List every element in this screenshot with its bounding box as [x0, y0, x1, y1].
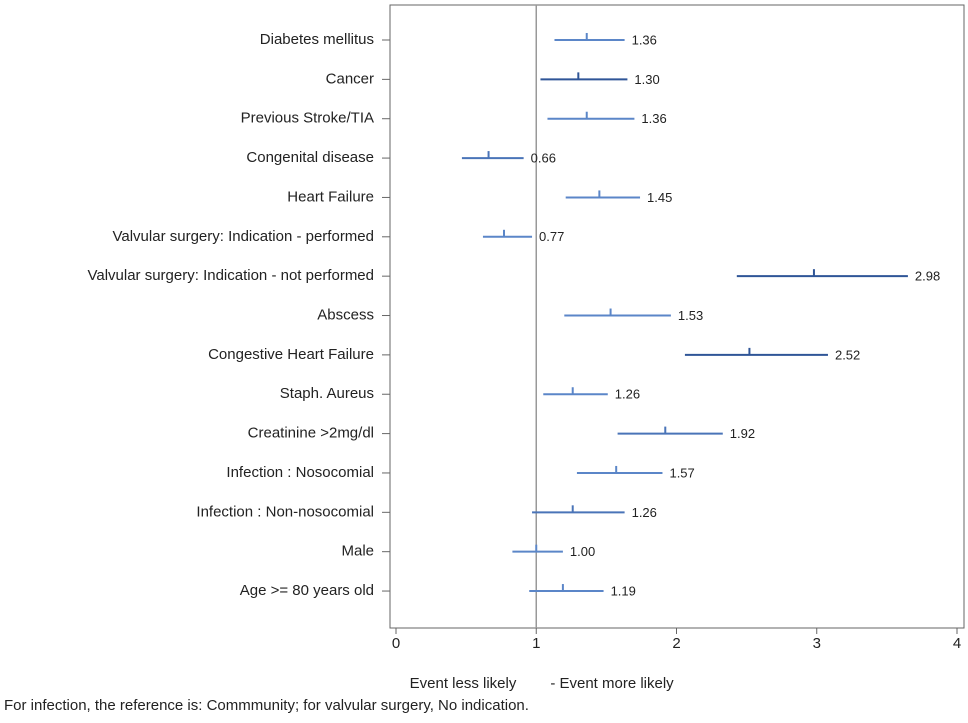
y-tick-label: Congestive Heart Failure: [208, 346, 374, 363]
value-label: 1.19: [611, 583, 636, 598]
value-label: 0.66: [531, 151, 556, 166]
y-tick-label: Infection : Non-nosocomial: [196, 503, 374, 520]
value-label: 1.36: [632, 32, 657, 47]
x-tick-label: 4: [953, 635, 961, 652]
x-label-left: Event less likely: [410, 675, 517, 692]
y-tick-label: Congenital disease: [246, 149, 374, 166]
y-tick-label: Age >= 80 years old: [240, 582, 374, 599]
value-label: 1.53: [678, 308, 703, 323]
value-label: 1.45: [647, 190, 672, 205]
value-label: 2.52: [835, 347, 860, 362]
y-tick-label: Valvular surgery: Indication - not perfo…: [87, 267, 374, 284]
y-tick-label: Diabetes mellitus: [260, 31, 374, 48]
y-tick-label: Valvular surgery: Indication - performed: [112, 228, 374, 245]
value-label: 1.36: [641, 111, 666, 126]
x-label-right: - Event more likely: [550, 675, 674, 692]
y-tick-label: Previous Stroke/TIA: [241, 110, 374, 127]
value-label: 2.98: [915, 269, 940, 284]
y-tick-label: Male: [341, 543, 374, 560]
x-tick-label: 1: [532, 635, 540, 652]
y-tick-label: Infection : Nosocomial: [226, 464, 374, 481]
y-tick-label: Heart Failure: [287, 188, 374, 205]
value-label: 1.57: [669, 465, 694, 480]
value-label: 1.92: [730, 426, 755, 441]
value-label: 1.26: [615, 387, 640, 402]
y-tick-label: Staph. Aureus: [280, 385, 374, 402]
value-label: 0.77: [539, 229, 564, 244]
y-tick-label: Abscess: [317, 306, 374, 323]
value-label: 1.30: [634, 72, 659, 87]
footnote: For infection, the reference is: Commmun…: [4, 697, 529, 714]
x-tick-label: 0: [392, 635, 400, 652]
value-label: 1.00: [570, 544, 595, 559]
x-tick-label: 2: [672, 635, 680, 652]
x-tick-label: 3: [813, 635, 821, 652]
y-tick-label: Creatinine >2mg/dl: [248, 425, 374, 442]
value-label: 1.26: [632, 505, 657, 520]
y-tick-label: Cancer: [326, 70, 374, 87]
